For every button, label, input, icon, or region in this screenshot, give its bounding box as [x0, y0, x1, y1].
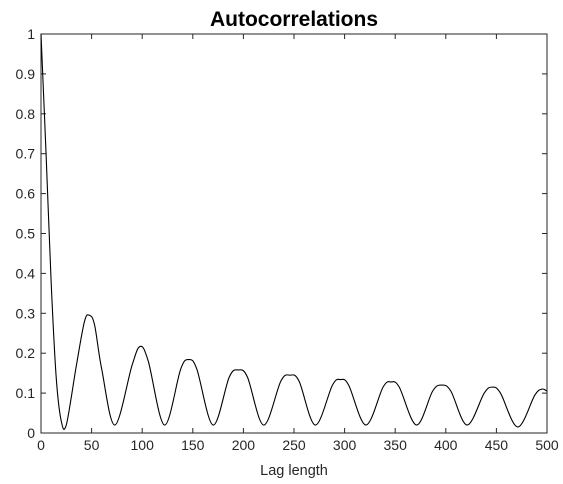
y-tick-label: 1 — [27, 26, 35, 42]
x-tick-label: 50 — [84, 437, 100, 453]
y-tick-label: 0.7 — [16, 146, 36, 162]
x-tick-label: 450 — [485, 437, 509, 453]
x-axis-ticks: 0 50 100 150 200 250 300 350 400 450 500 — [37, 34, 559, 453]
x-tick-label: 200 — [232, 437, 256, 453]
axes — [40, 33, 548, 434]
x-tick-label: 400 — [434, 437, 458, 453]
y-tick-label: 0 — [27, 425, 35, 441]
y-tick-label: 0.1 — [16, 385, 36, 401]
y-tick-label: 0.9 — [16, 66, 36, 82]
y-tick-label: 0.6 — [16, 186, 36, 202]
series-line — [40, 33, 548, 430]
x-tick-label: 500 — [535, 437, 559, 453]
axes-frame — [40, 33, 548, 434]
y-tick-label: 0.2 — [16, 345, 36, 361]
x-axis-label: Lag length — [260, 463, 328, 479]
y-tick-label: 0.8 — [16, 106, 36, 122]
x-tick-label: 150 — [181, 437, 205, 453]
x-tick-label: 250 — [282, 437, 306, 453]
y-tick-label: 0.4 — [16, 265, 36, 281]
plot-area — [40, 33, 548, 430]
y-tick-label: 0.3 — [16, 305, 36, 321]
x-tick-label: 0 — [37, 437, 45, 453]
y-tick-label: 0.5 — [16, 226, 36, 242]
x-tick-label: 300 — [333, 437, 357, 453]
x-tick-label: 350 — [384, 437, 408, 453]
y-axis-ticks: 0 0.1 0.2 0.3 0.4 0.5 0.6 0.7 0.8 0.9 1 — [16, 26, 547, 441]
x-tick-label: 100 — [131, 437, 155, 453]
chart-title: Autocorrelations — [210, 8, 378, 31]
